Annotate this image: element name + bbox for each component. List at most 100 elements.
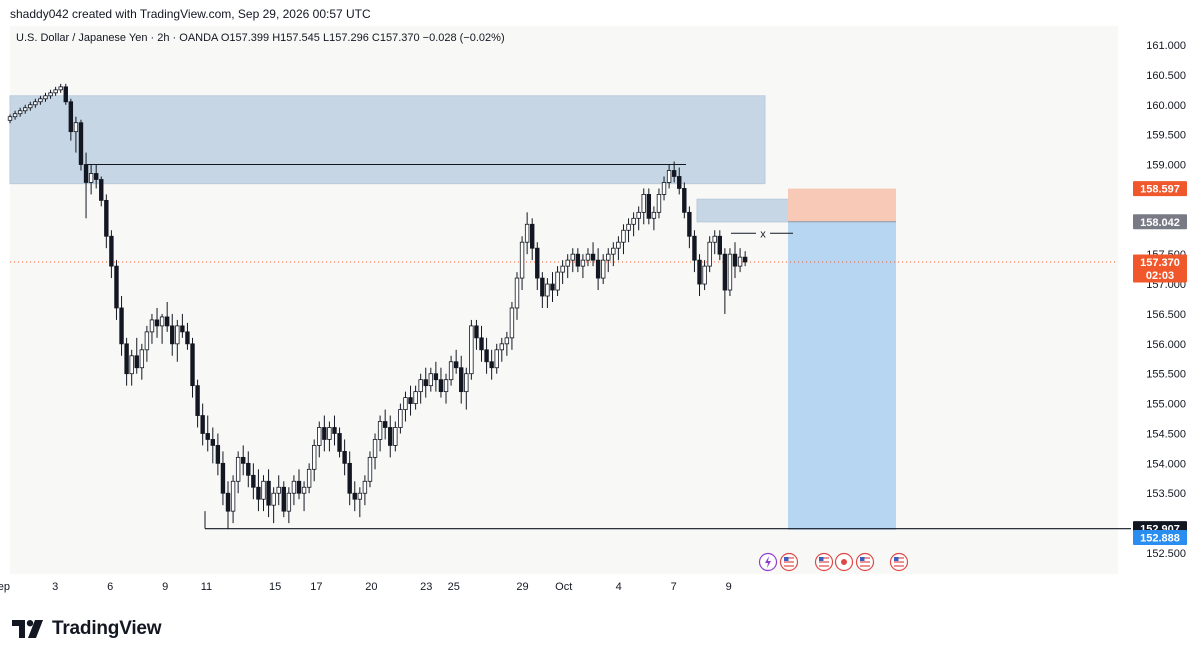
candle-body[interactable]	[195, 385, 200, 416]
candle-body[interactable]	[565, 259, 570, 267]
candle-body[interactable]	[357, 492, 363, 500]
candle-body[interactable]	[17, 110, 23, 115]
candle-body[interactable]	[666, 170, 672, 183]
candle-body[interactable]	[732, 253, 738, 267]
economic-event-us-flag-icon[interactable]	[779, 552, 799, 572]
candle-body[interactable]	[372, 439, 378, 458]
candle-body[interactable]	[382, 421, 388, 428]
candle-body[interactable]	[99, 179, 104, 201]
candle-body[interactable]	[423, 379, 428, 387]
candle-body[interactable]	[266, 480, 271, 506]
candle-body[interactable]	[322, 427, 327, 440]
candle-body[interactable]	[509, 307, 515, 339]
candle-body[interactable]	[661, 182, 667, 195]
tradingview-logo[interactable]: TradingView	[12, 618, 162, 640]
candle-body[interactable]	[611, 247, 616, 255]
candle-body[interactable]	[190, 343, 195, 387]
candle-body[interactable]	[560, 265, 565, 273]
candle-body[interactable]	[93, 173, 99, 180]
candle-body[interactable]	[443, 379, 449, 393]
candle-body[interactable]	[428, 373, 434, 387]
candle-body[interactable]	[327, 427, 332, 440]
economic-event-us-flag-icon[interactable]	[834, 552, 854, 572]
candle-body[interactable]	[337, 433, 342, 452]
candle-body[interactable]	[104, 199, 109, 237]
candle-body[interactable]	[301, 486, 307, 494]
candle-body[interactable]	[256, 486, 261, 500]
candle-body[interactable]	[595, 259, 601, 279]
candle-body[interactable]	[144, 331, 150, 351]
candle-body[interactable]	[438, 379, 444, 393]
candle-body[interactable]	[692, 235, 697, 261]
candle-body[interactable]	[311, 445, 317, 470]
candle-body[interactable]	[261, 480, 266, 500]
candle-body[interactable]	[230, 480, 236, 512]
economic-event-lightning-icon[interactable]	[758, 552, 778, 572]
candle-body[interactable]	[687, 211, 692, 237]
candle-body[interactable]	[48, 92, 53, 97]
candle-body[interactable]	[631, 217, 636, 225]
candle-body[interactable]	[570, 253, 575, 261]
candle-body[interactable]	[682, 188, 687, 213]
candle-body[interactable]	[590, 253, 596, 261]
candle-body[interactable]	[545, 283, 550, 297]
candle-body[interactable]	[251, 474, 256, 488]
candle-body[interactable]	[271, 492, 276, 506]
candle-body[interactable]	[205, 433, 210, 440]
candle-body[interactable]	[225, 492, 231, 512]
candle-body[interactable]	[651, 211, 657, 219]
candle-body[interactable]	[149, 319, 155, 333]
candle-body[interactable]	[109, 235, 114, 267]
candle-body[interactable]	[641, 194, 646, 213]
candle-body[interactable]	[388, 427, 393, 446]
candle-body[interactable]	[215, 445, 221, 464]
candle-body[interactable]	[347, 462, 352, 494]
candle-body[interactable]	[702, 265, 707, 285]
candle-body[interactable]	[317, 427, 322, 446]
candle-body[interactable]	[403, 397, 408, 410]
candle-body[interactable]	[276, 486, 281, 494]
candle-body[interactable]	[742, 256, 748, 263]
candle-body[interactable]	[494, 349, 499, 369]
candle-body[interactable]	[175, 325, 180, 345]
candle-body[interactable]	[535, 247, 540, 279]
candle-body[interactable]	[53, 89, 58, 94]
candle-body[interactable]	[164, 316, 170, 327]
candle-body[interactable]	[489, 361, 494, 369]
candle-body[interactable]	[621, 229, 626, 243]
candle-body[interactable]	[606, 253, 611, 261]
candle-body[interactable]	[418, 379, 423, 393]
candle-body[interactable]	[722, 253, 728, 291]
candle-body[interactable]	[170, 325, 175, 345]
candle-body[interactable]	[453, 361, 459, 369]
candle-body[interactable]	[398, 409, 403, 428]
candle-body[interactable]	[154, 319, 160, 327]
candle-body[interactable]	[585, 253, 591, 261]
candle-body[interactable]	[717, 235, 722, 255]
candle-body[interactable]	[291, 480, 297, 494]
candle-body[interactable]	[626, 223, 631, 231]
candle-body[interactable]	[7, 116, 13, 121]
supply-zone[interactable]	[9, 95, 766, 185]
candle-body[interactable]	[43, 95, 48, 100]
candle-body[interactable]	[377, 421, 383, 440]
take-profit-zone[interactable]	[788, 221, 896, 530]
candle-body[interactable]	[28, 104, 33, 109]
candle-body[interactable]	[656, 194, 662, 213]
candle-body[interactable]	[88, 173, 94, 183]
candle-body[interactable]	[220, 462, 226, 494]
candle-body[interactable]	[58, 86, 63, 91]
candle-body[interactable]	[78, 122, 84, 165]
candle-body[interactable]	[38, 98, 43, 103]
candle-body[interactable]	[499, 343, 504, 351]
candle-body[interactable]	[393, 427, 398, 446]
candle-body[interactable]	[616, 241, 621, 249]
candle-body[interactable]	[129, 355, 134, 375]
candle-body[interactable]	[23, 107, 28, 112]
candle-body[interactable]	[448, 361, 454, 381]
candle-body[interactable]	[139, 349, 145, 369]
candle-body[interactable]	[479, 337, 484, 351]
candle-body[interactable]	[540, 277, 545, 297]
candle-body[interactable]	[636, 211, 641, 219]
candle-body[interactable]	[484, 349, 489, 363]
